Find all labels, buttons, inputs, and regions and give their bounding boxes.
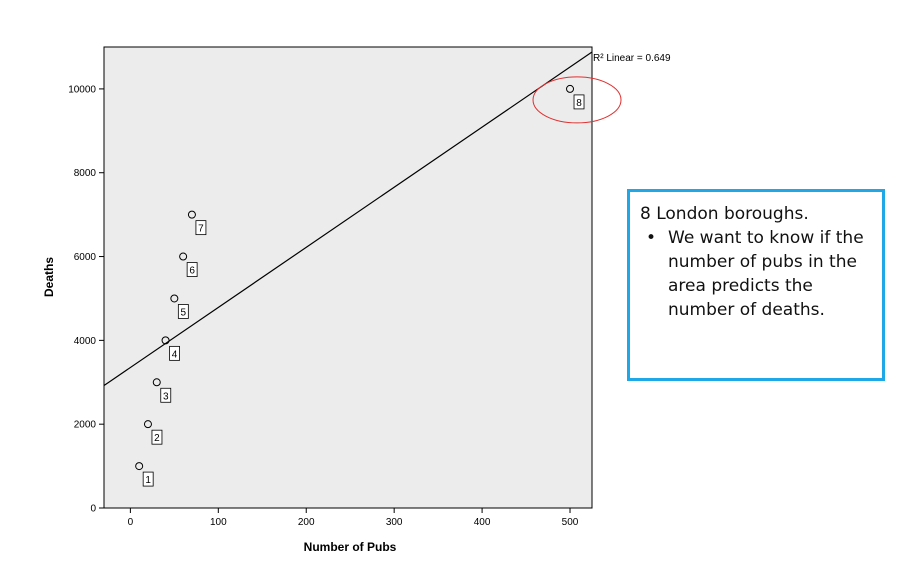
point-label: 1 (145, 475, 151, 486)
point-label-box (573, 94, 585, 110)
callout-title: 8 London boroughs. (640, 204, 809, 224)
point-label: 4 (172, 349, 178, 360)
y-tick-label: 0 (90, 504, 96, 515)
x-axis-title: Number of Pubs (304, 540, 397, 554)
point-label-box (169, 345, 180, 361)
x-tick-label: 0 (128, 517, 134, 528)
point-label-box (177, 304, 189, 319)
x-tick-label: 400 (474, 517, 491, 528)
point-label-box (151, 429, 163, 445)
point-label: 2 (154, 433, 160, 444)
data-point (152, 378, 161, 387)
y-tick-label: 4000 (74, 336, 97, 347)
highlight-ellipse (532, 76, 622, 124)
plot-area (103, 46, 593, 509)
data-point (566, 84, 575, 93)
points-layer: 1 2 3 4 5 6 7 8 (135, 76, 622, 487)
axes: 0 100 200 300 400 500 0 2000 4000 6000 8000 10000 (68, 84, 579, 528)
data-point (135, 462, 144, 471)
y-tick-label: 6000 (74, 252, 97, 263)
x-tick-label: 300 (386, 517, 403, 528)
y-tick-label: 8000 (74, 168, 97, 179)
x-tick-label: 200 (298, 517, 315, 528)
point-label-box (160, 387, 172, 403)
data-point (170, 294, 179, 303)
fit-label: R² Linear = 0.649 (593, 53, 671, 64)
y-tick-label: 10000 (68, 84, 96, 95)
x-tick-label: 100 (210, 517, 227, 528)
fit-line-layer (103, 51, 593, 387)
regression-line (103, 51, 593, 387)
point-label-box (142, 471, 154, 487)
callout-bullet: We want to know if the number of pubs in… (646, 226, 872, 322)
y-tick-label: 2000 (74, 420, 97, 431)
data-point (161, 336, 170, 345)
data-point (143, 420, 152, 429)
data-point (179, 252, 188, 261)
callout-bullets: We want to know if the number of pubs in… (640, 226, 872, 322)
point-label: 8 (576, 98, 582, 109)
point-label: 3 (163, 391, 169, 402)
callout-box: 8 London boroughs. We want to know if th… (627, 189, 885, 381)
point-label-box (195, 220, 207, 236)
point-label-box (186, 262, 198, 277)
y-axis-title: Deaths (42, 257, 56, 297)
point-label: 7 (198, 224, 204, 235)
x-tick-label: 500 (562, 517, 579, 528)
data-point (187, 210, 196, 219)
point-label: 6 (189, 266, 195, 277)
point-label: 5 (181, 307, 187, 318)
